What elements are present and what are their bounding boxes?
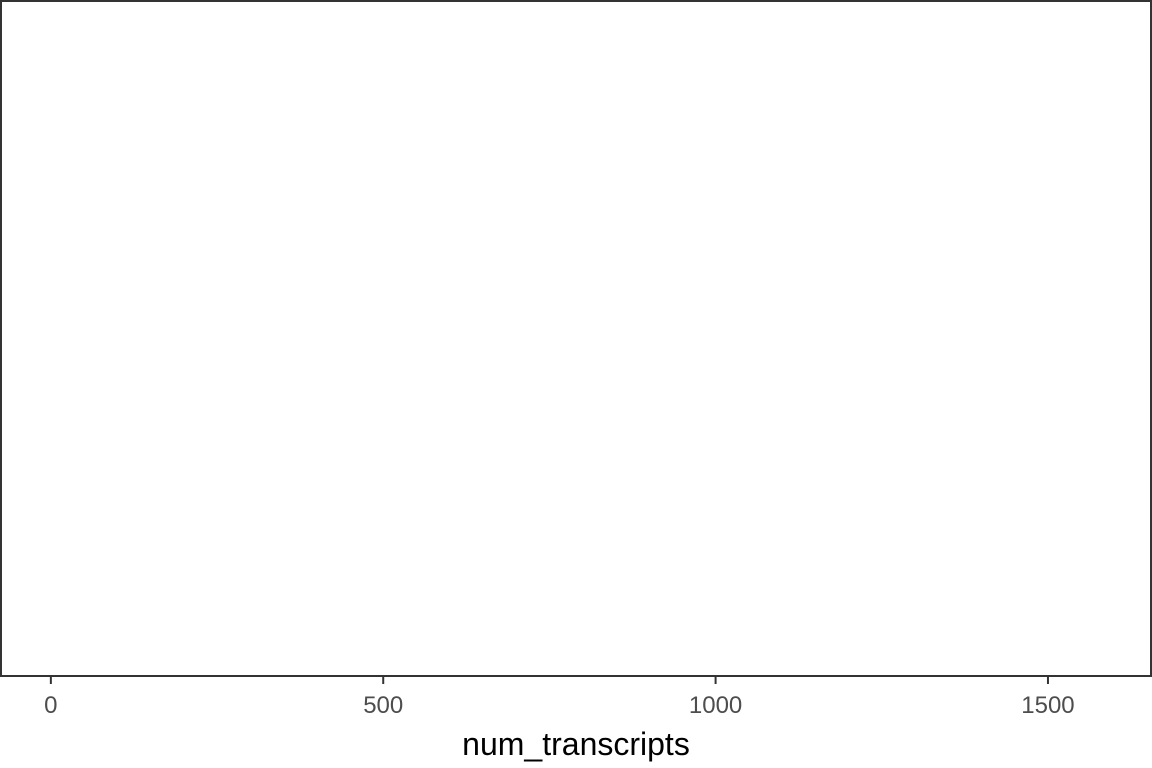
x-axis: 0 500 1000 1500 <box>44 676 1075 719</box>
x-tick-label: 1000 <box>689 692 742 719</box>
panel-border <box>0 0 1152 677</box>
x-tick-label: 500 <box>363 692 403 719</box>
plot-panel <box>1 1 1151 676</box>
x-axis-title: num_transcripts <box>462 726 690 762</box>
x-tick-label: 0 <box>44 692 57 719</box>
x-tick-label: 1500 <box>1021 692 1074 719</box>
